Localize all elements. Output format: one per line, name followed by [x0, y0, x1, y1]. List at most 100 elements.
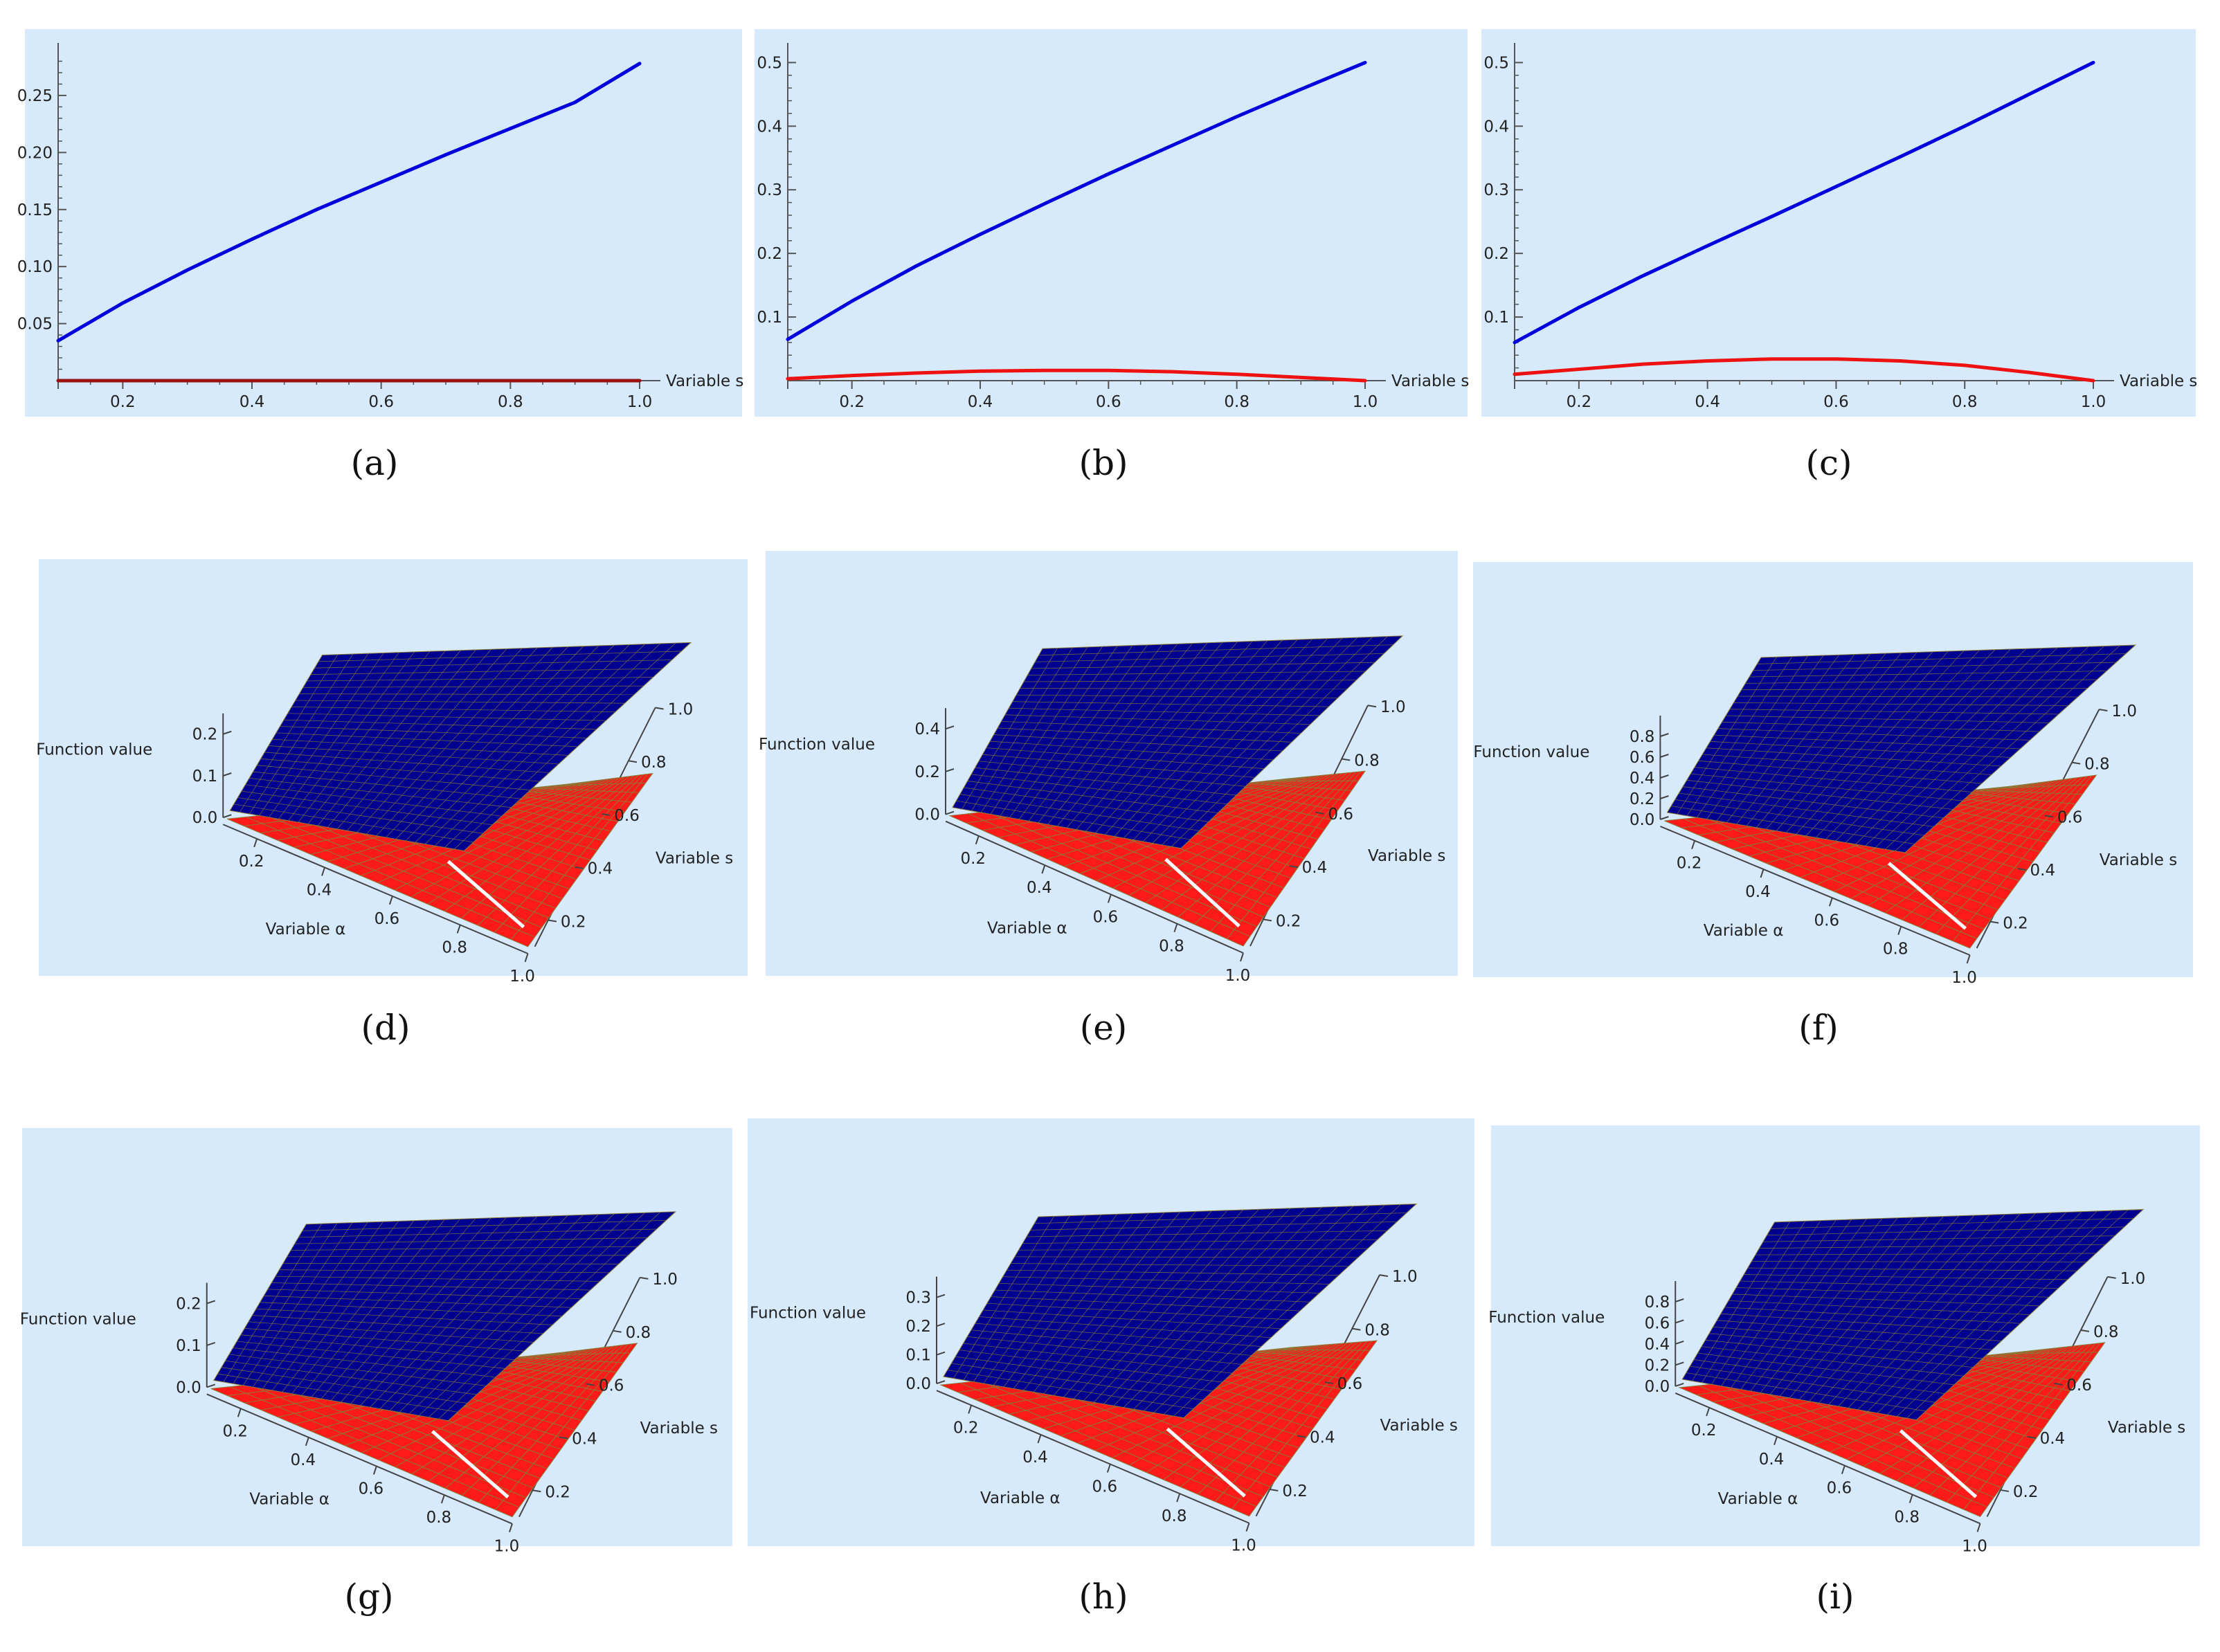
- z-tick: [945, 768, 955, 772]
- s-tick: [2027, 1435, 2036, 1439]
- z-tick: [206, 1383, 216, 1388]
- blue-mesh-line: [1762, 1235, 2115, 1242]
- alpha-tick: [388, 896, 393, 905]
- s-tick: [1289, 865, 1298, 869]
- blue-mesh-line: [1895, 645, 2120, 851]
- caption-d: (d): [361, 1008, 410, 1048]
- s-tick: [1367, 705, 1377, 708]
- alpha-tick: [1245, 1523, 1250, 1532]
- chart-a: 0.05 0.10 0.15 0.20 0.25 0.2 0.4 0.6 0.8 1.0 Varia…: [17, 29, 743, 417]
- red-mesh-line: [1210, 772, 1357, 932]
- z-tick-label: 0.0: [176, 1379, 201, 1397]
- alpha-axis: [945, 820, 1244, 954]
- alpha-tick: [1908, 1494, 1913, 1503]
- x-tick-label: 0.2: [110, 393, 136, 411]
- red-mesh-line: [550, 782, 646, 787]
- s-tick-label: 0.2: [1282, 1482, 1308, 1500]
- s-tick-label: 1.0: [2111, 702, 2137, 720]
- z-tick-label: 0.2: [1630, 790, 1655, 808]
- z-tick-label: 0.4: [914, 720, 940, 738]
- alpha-tick-label: 0.8: [1162, 1507, 1187, 1525]
- y-tick-label: 0.25: [17, 87, 53, 105]
- intersection-line: [1166, 1427, 1246, 1498]
- blue-mesh-line: [291, 1246, 638, 1251]
- alpha-axis-title: Variable α: [1718, 1490, 1798, 1508]
- z-axis-title: Function value: [20, 1310, 136, 1328]
- alpha-axis: [206, 1393, 513, 1525]
- blue-mesh-line: [314, 660, 672, 669]
- red-mesh-line: [534, 1352, 631, 1356]
- x-tick-label: 1.0: [2081, 393, 2106, 411]
- s-tick-label: 0.4: [2040, 1430, 2066, 1448]
- s-tick-label: 0.8: [626, 1324, 651, 1342]
- alpha-tick-label: 0.2: [960, 850, 986, 868]
- blue-mesh-line: [1757, 653, 2126, 664]
- chart-svg-f: 0.0 0.2 0.4 0.6 0.8 Function value 0.2 0.4 0.6 0.…: [1473, 644, 2177, 987]
- y-tick-label: 0.05: [17, 316, 53, 334]
- s-tick-label: 0.2: [2003, 915, 2028, 933]
- red-mesh-line: [1953, 791, 2075, 805]
- alpha-axis-title: Variable α: [987, 920, 1067, 938]
- x-tick-label: 0.6: [1823, 393, 1849, 411]
- x-tick-label: 0.4: [1695, 393, 1720, 411]
- alpha-tick: [1037, 1434, 1042, 1444]
- z-tick: [936, 1323, 946, 1327]
- blue-mesh-line: [1152, 637, 1358, 844]
- alpha-tick-label: 0.2: [1691, 1422, 1717, 1440]
- x-tick-label: 0.4: [240, 393, 265, 411]
- s-tick: [1315, 811, 1324, 815]
- alpha-tick-label: 1.0: [1231, 1537, 1256, 1555]
- z-tick-label: 0.3: [905, 1289, 931, 1307]
- z-tick: [1675, 1383, 1684, 1387]
- blue-mesh-line: [1759, 1244, 2106, 1249]
- intersection-line: [431, 1430, 509, 1499]
- blue-mesh-line: [1906, 1210, 2129, 1419]
- s-tick-label: 0.6: [2057, 808, 2083, 826]
- blue-mesh-line: [1886, 1210, 2097, 1415]
- red-mesh-line: [1983, 1355, 2091, 1363]
- alpha-tick-label: 0.4: [1022, 1449, 1048, 1467]
- alpha-tick: [1176, 1493, 1181, 1503]
- blue-mesh-line: [302, 1219, 667, 1231]
- z-tick: [222, 730, 232, 735]
- caption-i: (i): [1816, 1577, 1854, 1617]
- caption-f: (f): [1798, 1008, 1839, 1048]
- s-tick-label: 0.8: [1364, 1322, 1390, 1340]
- s-tick-label: 0.4: [2030, 862, 2056, 880]
- alpha-tick: [1107, 894, 1112, 903]
- s-tick: [613, 1329, 622, 1333]
- s-tick-label: 0.6: [1337, 1375, 1363, 1393]
- blue-mesh-line: [1771, 1217, 2134, 1229]
- s-tick-label: 0.4: [572, 1430, 597, 1448]
- blue-mesh-line: [418, 1213, 630, 1416]
- alpha-tick-label: 0.2: [222, 1422, 248, 1440]
- s-tick-label: 0.6: [599, 1377, 624, 1395]
- chart-svg-e: 0.0 0.2 0.4 Function value 0.2 0.4 0.6 0.8 1.0 Va…: [759, 635, 1445, 985]
- alpha-tick: [456, 925, 461, 934]
- alpha-axis-title: Variable α: [249, 1491, 330, 1509]
- z-tick-label: 0.0: [905, 1375, 931, 1393]
- chart-svg-d: 0.0 0.1 0.2 Function value 0.2 0.4 0.6 0.8 1.0 Va…: [36, 642, 733, 986]
- s-tick: [2054, 1382, 2063, 1386]
- alpha-tick: [1841, 1465, 1846, 1474]
- z-tick-label: 0.2: [905, 1318, 931, 1336]
- z-tick: [1675, 1319, 1684, 1324]
- alpha-axis-title: Variable α: [980, 1489, 1061, 1507]
- x-tick-label: 0.2: [839, 393, 865, 411]
- chart-c: 0.1 0.2 0.3 0.4 0.5 0.2 0.4 0.6 0.8 1.0 Variable s: [1481, 29, 2197, 417]
- x-tick-label: 1.0: [627, 393, 653, 411]
- caption-g: (g): [344, 1577, 394, 1617]
- blue-mesh-line: [1034, 1213, 1407, 1224]
- alpha-tick: [253, 838, 258, 848]
- red-mesh-line: [531, 787, 639, 793]
- blue-mesh-line: [1035, 653, 1384, 662]
- blue-mesh-line: [1027, 671, 1366, 675]
- y-tick-label: 0.15: [17, 201, 53, 219]
- x-axis-title: Variable s: [666, 372, 743, 390]
- s-tick: [532, 1489, 541, 1493]
- red-mesh-line: [478, 1344, 629, 1503]
- alpha-tick: [1828, 898, 1833, 907]
- s-tick-label: 1.0: [1380, 698, 1406, 716]
- intersection-line: [1899, 1429, 1978, 1498]
- alpha-tick: [508, 1523, 513, 1533]
